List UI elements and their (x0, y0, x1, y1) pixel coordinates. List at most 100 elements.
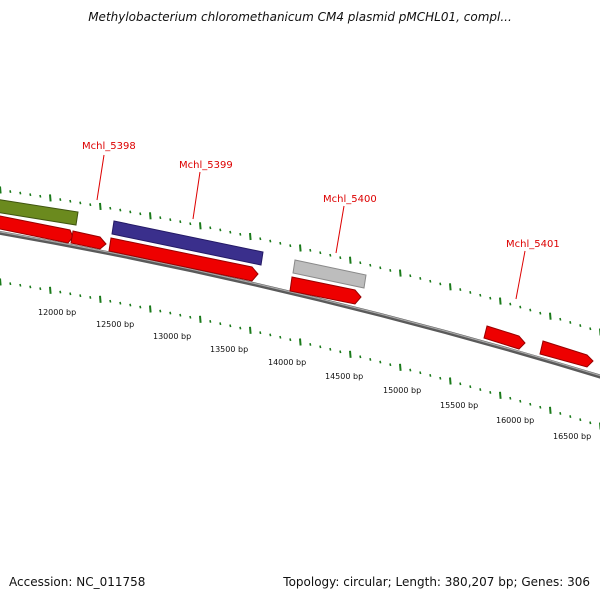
tick-mark (369, 263, 372, 267)
outer-tick-ring (0, 186, 600, 336)
tick-mark (289, 338, 292, 342)
tick-mark (209, 320, 212, 323)
tick-mark (519, 399, 522, 403)
tick-mark (469, 291, 472, 294)
tick-mark (249, 326, 252, 334)
tick-mark (559, 317, 562, 321)
tick-mark (299, 244, 302, 252)
tick-mark (119, 301, 122, 305)
bp-label: 14000 bp (268, 358, 306, 367)
tick-mark (499, 391, 502, 399)
tick-mark (459, 382, 462, 386)
olive-feature-bar[interactable] (0, 199, 79, 226)
tick-mark (269, 239, 272, 243)
tick-mark (89, 203, 92, 207)
tick-mark (449, 377, 452, 385)
tick-mark (219, 322, 222, 326)
tick-mark (299, 338, 302, 346)
gene-label-mchl-5400[interactable]: Mchl_5400 (323, 194, 377, 205)
bp-label: 14500 bp (325, 372, 363, 381)
tick-mark (159, 216, 162, 220)
gray-feature-bar[interactable] (292, 259, 367, 289)
bp-label: 12500 bp (96, 320, 134, 329)
tick-mark (439, 376, 442, 380)
tick-mark (79, 201, 82, 205)
tick-mark (339, 256, 342, 260)
tick-mark (169, 311, 172, 315)
tick-mark (219, 228, 222, 232)
tick-mark (119, 208, 122, 212)
tick-mark (239, 326, 242, 330)
purple-feature-bar[interactable] (111, 220, 264, 266)
topology-summary-text: Topology: circular; Length: 380,207 bp; … (283, 575, 590, 589)
tick-mark (489, 391, 492, 394)
tick-mark (589, 421, 592, 425)
tick-mark (409, 274, 412, 278)
bp-label: 15500 bp (440, 401, 478, 410)
gene-label-mchl-5398[interactable]: Mchl_5398 (82, 141, 136, 152)
tick-mark (319, 345, 322, 349)
bp-label: 15000 bp (383, 386, 421, 395)
tick-mark (529, 402, 532, 406)
cds-arrow[interactable] (539, 340, 594, 368)
cds-arrow[interactable] (70, 230, 107, 250)
tick-mark (229, 324, 232, 328)
gene-callout-line (96, 154, 105, 201)
tick-mark (199, 222, 202, 230)
tick-mark (189, 315, 192, 319)
cds-arrow[interactable] (289, 276, 362, 305)
tick-mark (169, 218, 172, 222)
tick-mark (579, 324, 582, 327)
tick-mark (109, 299, 112, 303)
tick-mark (49, 286, 52, 294)
tick-mark (39, 194, 42, 198)
tick-mark (189, 222, 192, 226)
gene-callout-line (515, 250, 526, 300)
tick-mark (399, 269, 402, 277)
tick-mark (39, 287, 42, 291)
tick-mark (289, 244, 292, 248)
tick-mark (459, 288, 462, 291)
accession-text: Accession: NC_011758 (9, 575, 146, 589)
tick-mark (529, 308, 532, 312)
cds-arrow[interactable] (0, 215, 74, 244)
tick-mark (9, 282, 12, 286)
tick-mark (429, 279, 432, 283)
tick-mark (419, 277, 422, 280)
gene-label-mchl-5399[interactable]: Mchl_5399 (179, 160, 233, 171)
tick-mark (29, 285, 32, 289)
tick-mark (549, 406, 552, 414)
tick-mark (109, 206, 112, 210)
cds-arrow[interactable] (483, 325, 526, 350)
tick-mark (409, 368, 412, 372)
tick-mark (89, 296, 92, 299)
tick-mark (349, 256, 352, 264)
tick-mark (9, 190, 12, 193)
tick-mark (399, 363, 402, 371)
tick-mark (59, 198, 62, 201)
tick-mark (349, 350, 352, 358)
tick-mark (139, 305, 142, 309)
tick-mark (179, 220, 182, 224)
tick-mark (99, 295, 102, 303)
inner-tick-ring (0, 278, 600, 430)
bp-label: 13000 bp (153, 332, 191, 341)
tick-mark (369, 358, 372, 361)
tick-mark (129, 210, 132, 214)
tick-mark (69, 292, 72, 296)
tick-mark (329, 347, 332, 351)
tick-mark (579, 418, 582, 422)
tick-mark (209, 226, 212, 230)
tick-mark (489, 296, 492, 300)
cds-arrow[interactable] (108, 237, 259, 282)
tick-mark (429, 374, 432, 377)
tick-mark (479, 388, 482, 391)
bp-label: 16500 bp (553, 432, 591, 441)
gene-label-mchl-5401[interactable]: Mchl_5401 (506, 239, 560, 250)
map-title: Methylobacterium chloromethanicum CM4 pl… (88, 10, 512, 24)
tick-mark (339, 350, 342, 354)
tick-mark (539, 405, 542, 409)
tick-mark (419, 371, 422, 375)
